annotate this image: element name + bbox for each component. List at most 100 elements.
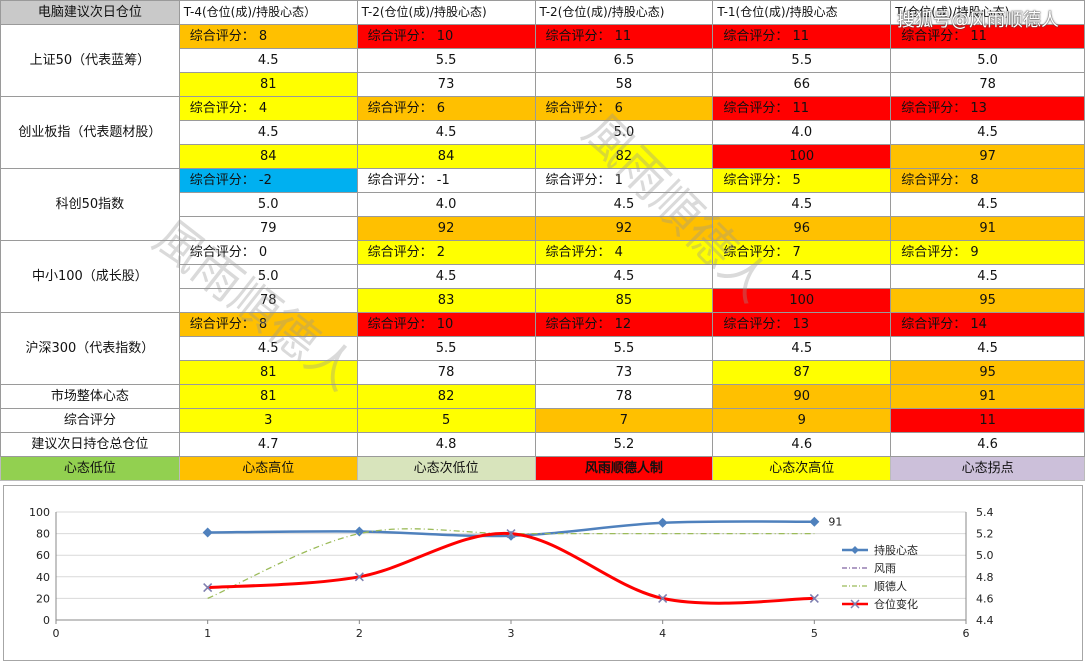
mood-cell[interactable]: 84 [356, 144, 536, 169]
score-cell[interactable]: 综合评分： 10 [356, 24, 536, 49]
score-cell[interactable]: 综合评分： 9 [890, 240, 1085, 265]
color-legend-cell[interactable]: 心态次低位 [356, 456, 536, 481]
column-header[interactable]: T-4(仓位(成)/持股心态） [178, 0, 358, 25]
summary-cell[interactable]: 4.7 [178, 432, 358, 457]
mood-cell[interactable]: 83 [356, 288, 536, 313]
column-header[interactable]: T-2(仓位(成)/持股心态) [534, 0, 714, 25]
color-legend-cell[interactable]: 心态次高位 [712, 456, 892, 481]
column-header[interactable]: T-2(仓位(成)/持股心态) [356, 0, 536, 25]
position-cell[interactable]: 4.0 [356, 192, 536, 217]
position-cell[interactable]: 4.5 [712, 192, 892, 217]
mood-cell[interactable]: 95 [890, 288, 1085, 313]
mood-cell[interactable]: 81 [178, 72, 358, 97]
summary-cell[interactable]: 78 [534, 384, 714, 409]
index-name[interactable]: 创业板指（代表题材股） [0, 96, 180, 169]
score-cell[interactable]: 综合评分： 12 [534, 312, 714, 337]
mood-cell[interactable]: 85 [534, 288, 714, 313]
position-cell[interactable]: 4.5 [178, 336, 358, 361]
score-cell[interactable]: 综合评分： 1 [534, 168, 714, 193]
mood-cell[interactable]: 66 [712, 72, 892, 97]
mood-cell[interactable]: 87 [712, 360, 892, 385]
summary-cell[interactable]: 11 [890, 408, 1085, 433]
summary-cell[interactable]: 5.2 [534, 432, 714, 457]
mood-cell[interactable]: 84 [178, 144, 358, 169]
index-name[interactable]: 科创50指数 [0, 168, 180, 241]
score-cell[interactable]: 综合评分： 6 [534, 96, 714, 121]
summary-cell[interactable]: 4.8 [356, 432, 536, 457]
position-cell[interactable]: 4.5 [178, 48, 358, 73]
score-cell[interactable]: 综合评分： 4 [534, 240, 714, 265]
mood-cell[interactable]: 91 [890, 216, 1085, 241]
summary-label[interactable]: 市场整体心态 [0, 384, 180, 409]
mood-cell[interactable]: 100 [712, 288, 892, 313]
mood-cell[interactable]: 78 [178, 288, 358, 313]
position-cell[interactable]: 5.5 [712, 48, 892, 73]
score-cell[interactable]: 综合评分： 4 [178, 96, 358, 121]
summary-cell[interactable]: 90 [712, 384, 892, 409]
mood-cell[interactable]: 82 [534, 144, 714, 169]
position-cell[interactable]: 5.5 [356, 48, 536, 73]
summary-cell[interactable]: 91 [890, 384, 1085, 409]
summary-cell[interactable]: 81 [178, 384, 358, 409]
index-name[interactable]: 沪深300（代表指数） [0, 312, 180, 385]
score-cell[interactable]: 综合评分： 14 [890, 312, 1085, 337]
position-cell[interactable]: 4.5 [890, 264, 1085, 289]
score-cell[interactable]: 综合评分： 11 [712, 96, 892, 121]
mood-cell[interactable]: 78 [890, 72, 1085, 97]
mood-cell[interactable]: 96 [712, 216, 892, 241]
score-cell[interactable]: 综合评分： 10 [356, 312, 536, 337]
mood-cell[interactable]: 100 [712, 144, 892, 169]
summary-cell[interactable]: 5 [356, 408, 536, 433]
position-cell[interactable]: 4.5 [534, 192, 714, 217]
score-cell[interactable]: 综合评分： 8 [178, 24, 358, 49]
summary-label[interactable]: 综合评分 [0, 408, 180, 433]
position-cell[interactable]: 6.5 [534, 48, 714, 73]
position-cell[interactable]: 4.5 [890, 192, 1085, 217]
score-cell[interactable]: 综合评分： 11 [534, 24, 714, 49]
column-header[interactable]: T-1(仓位(成)/持股心态 [712, 0, 892, 25]
position-cell[interactable]: 4.5 [890, 120, 1085, 145]
score-cell[interactable]: 综合评分： 13 [890, 96, 1085, 121]
position-cell[interactable]: 4.5 [890, 336, 1085, 361]
position-cell[interactable]: 5.0 [178, 264, 358, 289]
score-cell[interactable]: 综合评分： 2 [356, 240, 536, 265]
score-cell[interactable]: 综合评分： -1 [356, 168, 536, 193]
mood-cell[interactable]: 81 [178, 360, 358, 385]
color-legend-cell[interactable]: 心态高位 [178, 456, 358, 481]
position-cell[interactable]: 5.0 [178, 192, 358, 217]
position-cell[interactable]: 4.5 [178, 120, 358, 145]
summary-label[interactable]: 建议次日持仓总仓位 [0, 432, 180, 457]
summary-cell[interactable]: 4.6 [890, 432, 1085, 457]
position-cell[interactable]: 4.5 [712, 264, 892, 289]
mood-cell[interactable]: 92 [534, 216, 714, 241]
mood-cell[interactable]: 73 [534, 360, 714, 385]
position-cell[interactable]: 4.5 [534, 264, 714, 289]
color-legend-cell[interactable]: 心态低位 [0, 456, 180, 481]
color-legend-cell[interactable]: 心态拐点 [890, 456, 1085, 481]
mood-cell[interactable]: 97 [890, 144, 1085, 169]
mood-cell[interactable]: 78 [356, 360, 536, 385]
column-header[interactable]: T(仓位(成)/持股心态) [890, 0, 1085, 25]
mood-cell[interactable]: 79 [178, 216, 358, 241]
index-name[interactable]: 上证50（代表蓝筹） [0, 24, 180, 97]
position-cell[interactable]: 4.0 [712, 120, 892, 145]
score-cell[interactable]: 综合评分： 11 [712, 24, 892, 49]
score-cell[interactable]: 综合评分： 0 [178, 240, 358, 265]
position-cell[interactable]: 5.5 [356, 336, 536, 361]
position-cell[interactable]: 4.5 [356, 264, 536, 289]
position-cell[interactable]: 4.5 [356, 120, 536, 145]
mood-cell[interactable]: 58 [534, 72, 714, 97]
corner-header[interactable]: 电脑建议次日仓位 [0, 0, 180, 25]
summary-cell[interactable]: 4.6 [712, 432, 892, 457]
score-cell[interactable]: 综合评分： 8 [178, 312, 358, 337]
score-cell[interactable]: 综合评分： 7 [712, 240, 892, 265]
position-cell[interactable]: 4.5 [712, 336, 892, 361]
mood-cell[interactable]: 73 [356, 72, 536, 97]
summary-cell[interactable]: 82 [356, 384, 536, 409]
position-cell[interactable]: 5.0 [890, 48, 1085, 73]
summary-cell[interactable]: 9 [712, 408, 892, 433]
summary-cell[interactable]: 3 [178, 408, 358, 433]
mood-cell[interactable]: 92 [356, 216, 536, 241]
score-cell[interactable]: 综合评分： -2 [178, 168, 358, 193]
color-legend-cell[interactable]: 风雨顺德人制 [534, 456, 714, 481]
